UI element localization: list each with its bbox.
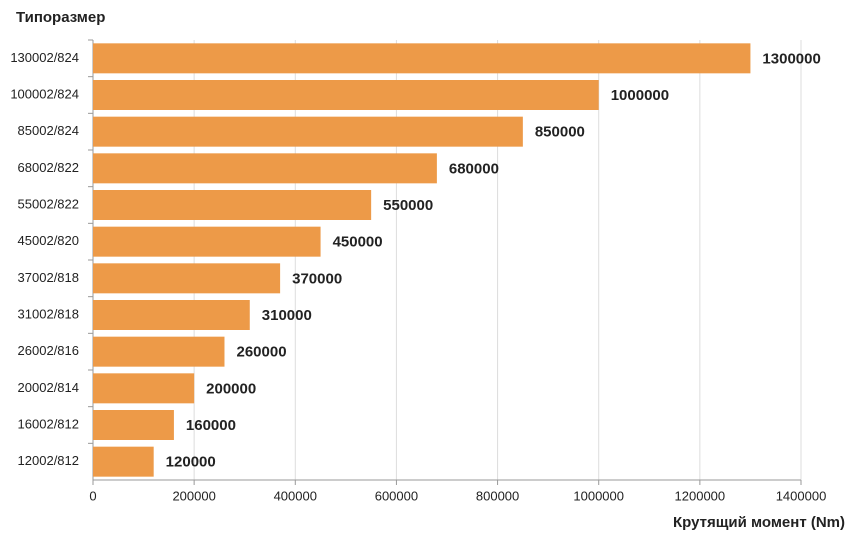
y-tick-label: 130002/824 [10, 50, 79, 65]
bar [93, 300, 250, 330]
bar [93, 226, 321, 257]
value-label: 200000 [206, 380, 256, 397]
y-tick-label: 55002/822 [18, 196, 79, 211]
x-tick-label: 800000 [476, 488, 519, 503]
y-tick-label: 37002/818 [18, 270, 79, 285]
x-tick-label: 1000000 [573, 488, 624, 503]
value-label: 1300000 [762, 50, 820, 67]
bar [93, 116, 523, 147]
y-tick-label: 20002/814 [18, 380, 79, 395]
bar [93, 410, 174, 440]
y-tick-label: 12002/812 [18, 453, 79, 468]
y-tick-label: 26002/816 [18, 343, 79, 358]
value-label: 260000 [236, 344, 286, 361]
x-tick-label: 1400000 [776, 488, 827, 503]
y-tick-label: 100002/824 [10, 86, 79, 101]
x-axis-title: Крутящий момент (Nm) [673, 514, 845, 531]
x-tick-label: 0 [89, 488, 96, 503]
value-label: 310000 [262, 307, 312, 324]
y-tick-label: 16002/812 [18, 416, 79, 431]
bar [93, 263, 281, 294]
y-tick-label: 85002/824 [18, 123, 79, 138]
y-tick-label: 31002/818 [18, 306, 79, 321]
bar [93, 153, 437, 184]
x-tick-label: 600000 [375, 488, 418, 503]
value-label: 1000000 [611, 87, 669, 104]
value-label: 160000 [186, 417, 236, 434]
value-label: 450000 [333, 234, 383, 251]
bar [93, 80, 599, 110]
bar [93, 336, 225, 367]
bar [93, 190, 372, 220]
value-label: 850000 [535, 124, 585, 141]
value-label: 550000 [383, 197, 433, 214]
value-label: 120000 [166, 454, 216, 471]
x-tick-label: 400000 [274, 488, 317, 503]
y-tick-label: 68002/822 [18, 160, 79, 175]
bar [93, 446, 154, 477]
y-tick-label: 45002/820 [18, 233, 79, 248]
value-label: 680000 [449, 160, 499, 177]
value-label: 370000 [292, 270, 342, 287]
bar [93, 43, 751, 74]
x-tick-label: 200000 [172, 488, 215, 503]
x-tick-label: 1200000 [675, 488, 726, 503]
bar [93, 373, 195, 404]
y-axis-title: Типоразмер [16, 9, 105, 26]
